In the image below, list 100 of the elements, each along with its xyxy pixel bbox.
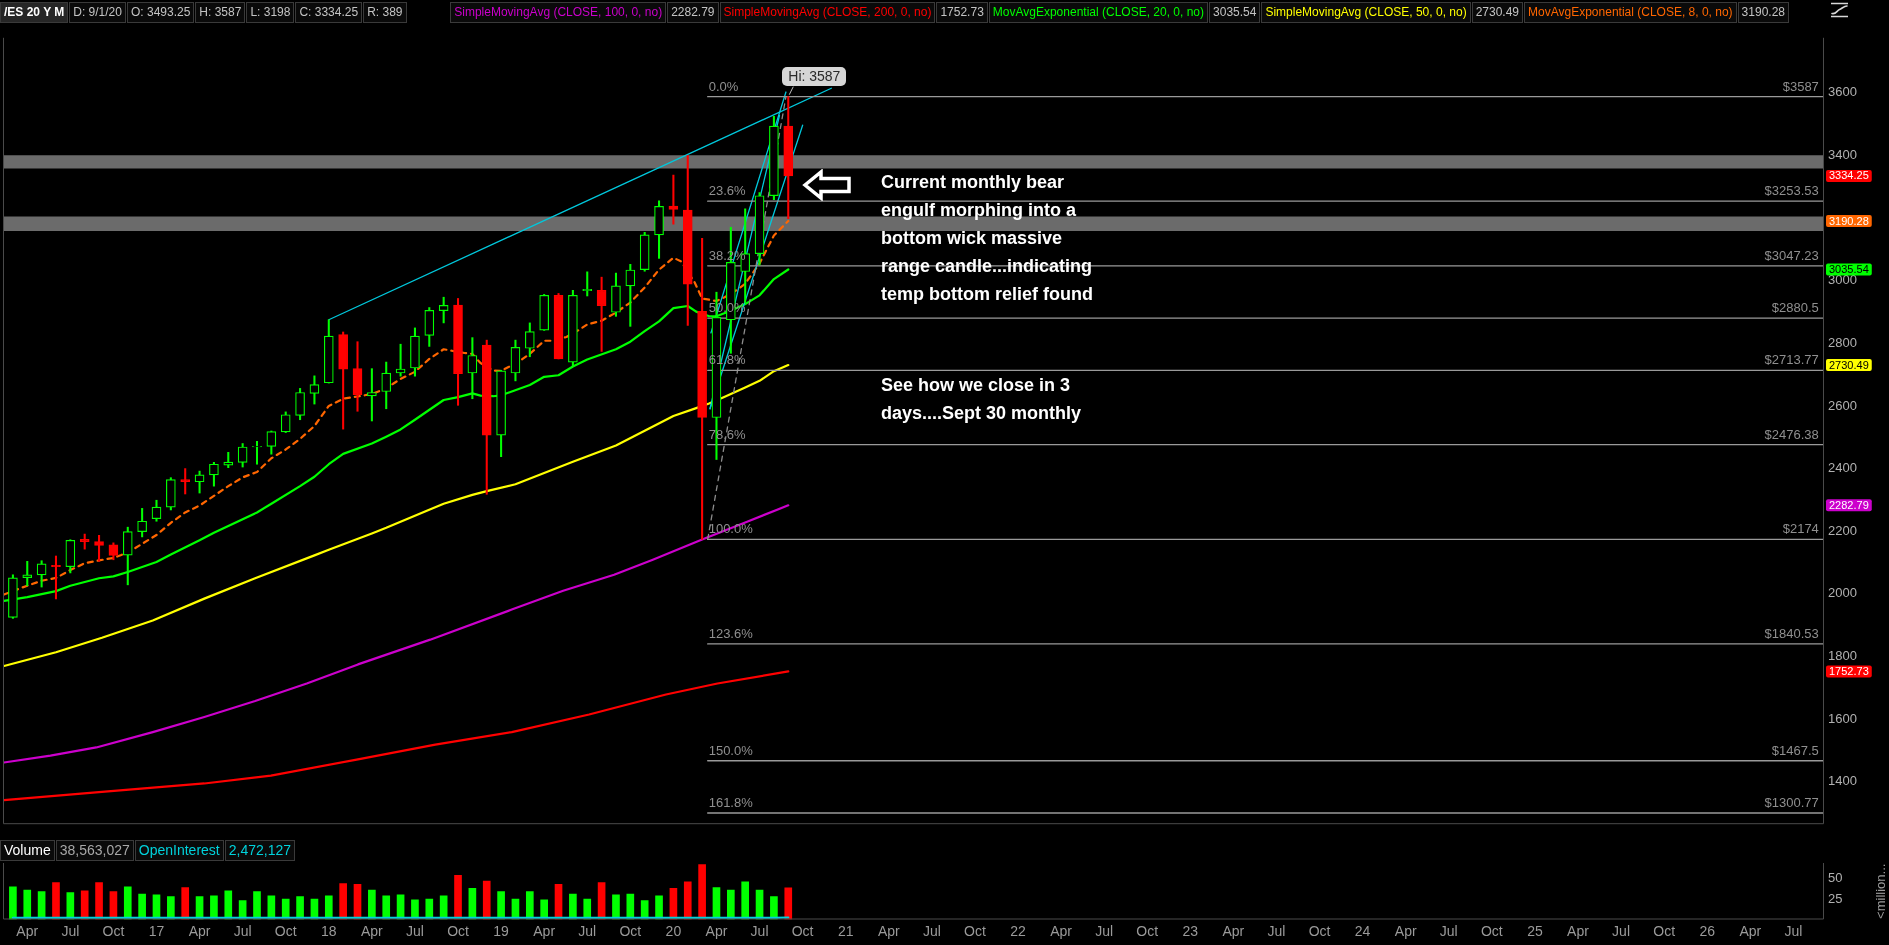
- y-tick-label: 1800: [1828, 648, 1857, 664]
- x-tick-label: Oct: [274, 922, 297, 939]
- x-tick-label: Apr: [360, 922, 384, 939]
- x-tick-label: Oct: [791, 922, 814, 939]
- x-tick-label: Oct: [447, 922, 470, 939]
- text: SimpleMovingAvg (CLOSE, 50, 0, no): [1261, 2, 1471, 23]
- x-tick-label: Oct: [1136, 922, 1159, 939]
- chart-title: /ES 20 Y M: [0, 2, 69, 23]
- y-tick-label: 3190.28: [1829, 214, 1869, 227]
- x-tick-label: 23: [1182, 922, 1199, 939]
- text: 3190.28: [1737, 2, 1789, 23]
- y-tick-label: 50: [1828, 870, 1843, 886]
- x-tick-label: Apr: [533, 922, 556, 939]
- y-tick-label: 2200: [1828, 522, 1857, 538]
- x-tick-label: Oct: [619, 922, 642, 939]
- text: O: 3493.25: [126, 2, 195, 23]
- annotation: $2174: [1782, 521, 1819, 538]
- text: SimpleMovingAvg (CLOSE, 200, 0, no): [719, 2, 936, 23]
- text: MovAvgExponential (CLOSE, 20, 0, no): [988, 2, 1209, 23]
- annotation: Current monthly bear engulf morphing into a bottom wick massive range candle...indicating temp bottom relief found: [881, 171, 1093, 306]
- text: MovAvgExponential (CLOSE, 8, 0, no): [1524, 2, 1737, 23]
- x-tick-label: Jul: [578, 922, 597, 939]
- text: 2282.79: [667, 2, 719, 23]
- text: 3035.54: [1209, 2, 1261, 23]
- annotation: $3587: [1782, 78, 1819, 95]
- x-tick-label: Apr: [16, 922, 39, 939]
- text: 38,563,027: [55, 840, 134, 861]
- y-tick-label: 3600: [1828, 84, 1857, 100]
- annotation: $3047.23: [1764, 247, 1819, 264]
- x-tick-label: Jul: [1439, 922, 1458, 939]
- x-tick-label: Jul: [1784, 922, 1803, 939]
- x-tick-label: Apr: [1050, 922, 1073, 939]
- x-tick-label: Jul: [1267, 922, 1286, 939]
- annotation: $1467.5: [1771, 742, 1819, 759]
- x-tick-label: 25: [1527, 922, 1543, 939]
- text: L: 3198: [246, 2, 295, 23]
- y-tick-label: 25: [1828, 890, 1843, 906]
- x-tick-label: 20: [665, 922, 682, 939]
- annotation: See how we close in 3 days....Sept 30 monthly: [881, 374, 1082, 425]
- annotation: $1840.53: [1764, 625, 1819, 642]
- annotation: 123.6%: [708, 625, 753, 642]
- x-tick-label: Oct: [964, 922, 986, 939]
- text: D: 9/1/20: [69, 2, 126, 23]
- x-tick-label: Jul: [61, 922, 80, 939]
- x-tick-label: 17: [148, 922, 165, 939]
- x-tick-label: Apr: [1222, 922, 1245, 939]
- annotation: $2476.38: [1764, 426, 1819, 443]
- x-tick-label: Jul: [1612, 922, 1631, 939]
- text: R: 389: [363, 2, 407, 23]
- x-tick-label: 26: [1699, 922, 1716, 939]
- text: 2730.49: [1471, 2, 1524, 23]
- x-tick-label: 21: [837, 922, 854, 939]
- x-tick-label: 18: [321, 922, 337, 939]
- x-tick-label: Jul: [1095, 922, 1114, 939]
- x-tick-label: Apr: [877, 922, 900, 939]
- y-tick-label: 1752.73: [1829, 664, 1869, 677]
- text: H: 3587: [195, 2, 246, 23]
- annotation: $2713.77: [1764, 352, 1819, 369]
- x-tick-label: Apr: [1739, 922, 1762, 939]
- x-tick-label: 22: [1010, 922, 1026, 939]
- annotation: 161.8%: [708, 794, 753, 811]
- y-tick-label: 1600: [1828, 710, 1857, 726]
- annotation: $3253.53: [1764, 183, 1819, 200]
- y-tick-label: 2400: [1828, 460, 1857, 476]
- y-tick-label: 2600: [1828, 397, 1857, 413]
- annotation: 23.6%: [708, 183, 746, 200]
- x-tick-label: Oct: [102, 922, 125, 939]
- y-tick-label: 2282.79: [1829, 498, 1869, 511]
- x-tick-label: Jul: [405, 922, 424, 939]
- annotation: $1300.77: [1764, 794, 1819, 811]
- x-tick-label: Jul: [750, 922, 769, 939]
- x-tick-label: Oct: [1308, 922, 1331, 939]
- x-tick-label: Oct: [1653, 922, 1676, 939]
- text: Volume: [0, 840, 55, 861]
- x-tick-label: Oct: [1480, 922, 1503, 939]
- x-tick-label: Jul: [233, 922, 252, 939]
- text: 1752.73: [936, 2, 988, 23]
- text: 2,472,127: [224, 840, 296, 861]
- y-axis-title: <million...: [1872, 863, 1888, 919]
- annotation: $2880.5: [1771, 300, 1819, 317]
- y-tick-label: 1400: [1828, 773, 1857, 789]
- y-tick-label: 2000: [1828, 585, 1857, 601]
- x-tick-label: 24: [1354, 922, 1371, 939]
- x-tick-label: 19: [493, 922, 510, 939]
- annotation: Hi: 3587: [782, 66, 847, 86]
- text: OpenInterest: [134, 840, 224, 861]
- text: C: 3334.25: [295, 2, 363, 23]
- text: SimpleMovingAvg (CLOSE, 100, 0, no): [450, 2, 667, 23]
- y-tick-label: 3400: [1828, 146, 1857, 162]
- annotation: 0.0%: [708, 78, 739, 95]
- y-tick-label: 3334.25: [1829, 169, 1869, 182]
- y-tick-label: 2730.49: [1829, 358, 1869, 371]
- x-tick-label: Apr: [705, 922, 728, 939]
- annotation: 150.0%: [708, 742, 753, 759]
- x-tick-label: Apr: [1394, 922, 1417, 939]
- x-tick-label: Apr: [188, 922, 211, 939]
- x-tick-label: Jul: [922, 922, 941, 939]
- y-tick-label: 2800: [1828, 334, 1857, 350]
- x-tick-label: Apr: [1567, 922, 1590, 939]
- y-tick-label: 3035.54: [1829, 263, 1869, 276]
